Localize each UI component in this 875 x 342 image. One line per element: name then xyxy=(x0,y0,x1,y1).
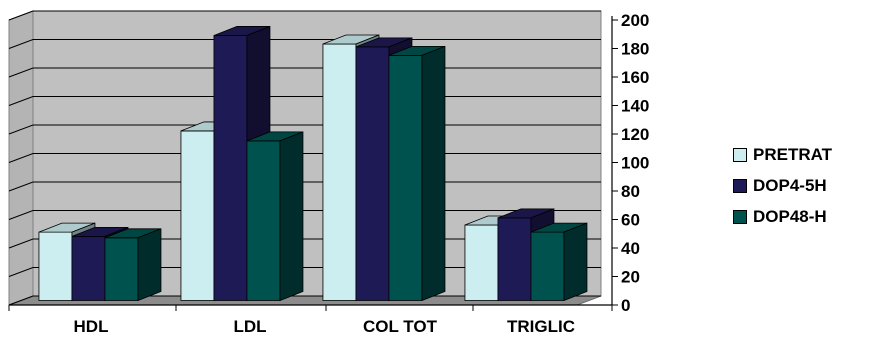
bar-front xyxy=(388,55,423,301)
bar xyxy=(530,222,588,302)
category-label: HDL xyxy=(74,317,109,336)
bar xyxy=(388,45,446,302)
category-label: LDL xyxy=(233,317,266,336)
bar xyxy=(104,228,162,302)
legend-swatch xyxy=(733,147,747,162)
bar-front xyxy=(38,231,73,301)
y-axis-ticks: 0 20 40 60 80 100 120 140 160 180 200 xyxy=(612,11,649,315)
bar-front xyxy=(322,43,357,301)
category-label: TRIGLIC xyxy=(507,317,575,336)
y-tick-label: 60 xyxy=(621,211,640,230)
bar-side xyxy=(279,131,304,302)
bar-side xyxy=(137,228,162,302)
legend-label: DOP4-5H xyxy=(753,175,827,195)
bar-front xyxy=(104,237,139,301)
legend-item: DOP4-5H xyxy=(733,170,873,201)
legend-swatch xyxy=(733,209,747,224)
y-tick-label: 200 xyxy=(621,11,649,30)
legend-label: PRETRAT xyxy=(753,144,833,164)
x-axis-categories: HDL LDL COL TOT TRIGLIC xyxy=(74,317,575,336)
y-tick-label: 20 xyxy=(621,268,640,287)
y-tick-label: 100 xyxy=(621,154,649,173)
y-tick-label: 80 xyxy=(621,182,640,201)
gridline xyxy=(8,10,601,21)
y-tick-label: 180 xyxy=(621,40,649,59)
category-label: COL TOT xyxy=(363,317,438,336)
y-tick-label: 140 xyxy=(621,97,649,116)
bar-front xyxy=(213,35,248,301)
legend-item: PRETRAT xyxy=(733,139,873,170)
bar xyxy=(246,131,304,302)
y-tick-label: 160 xyxy=(621,68,649,87)
bar-front xyxy=(530,231,565,301)
bars xyxy=(38,25,588,302)
bar-front xyxy=(180,130,215,301)
bar-front xyxy=(497,217,532,301)
y-tick-label: 40 xyxy=(621,239,640,258)
bar-front xyxy=(71,235,106,301)
legend-label: DOP48-H xyxy=(753,206,827,226)
axes xyxy=(8,16,613,311)
legend-swatch xyxy=(733,178,747,193)
legend: PRETRAT DOP4-5H DOP48-H xyxy=(733,139,873,232)
bar-front xyxy=(355,46,390,301)
bar-front xyxy=(464,224,499,301)
bar-side xyxy=(563,222,588,302)
bar-front xyxy=(246,140,281,301)
y-tick-label: 120 xyxy=(621,125,649,144)
bar-side xyxy=(421,45,446,302)
legend-item: DOP48-H xyxy=(733,201,873,232)
y-tick-label: 0 xyxy=(621,296,630,315)
